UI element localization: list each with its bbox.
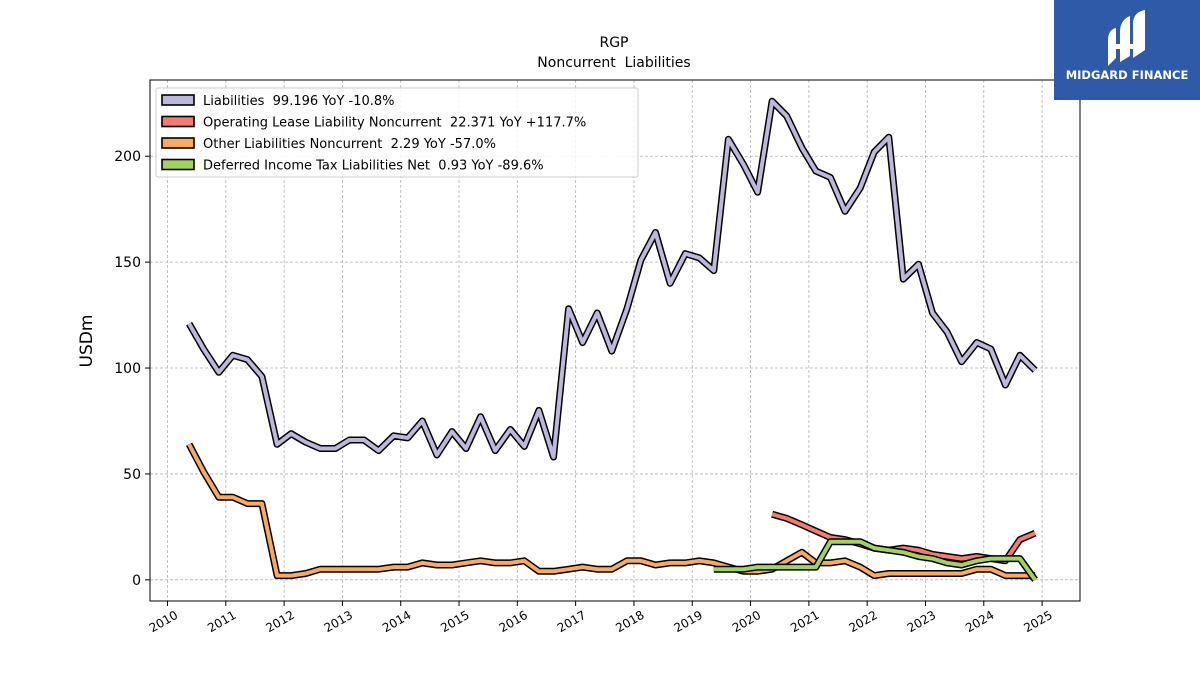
x-tick-label: 2022 [846,608,879,635]
y-tick-label: 0 [132,573,141,589]
x-tick-label: 2015 [438,608,471,635]
legend-label: Operating Lease Liability Noncurrent 22.… [203,116,586,131]
legend-box [155,87,639,178]
x-tick-label: 2024 [963,608,996,635]
y-tick-label: 200 [114,149,141,165]
x-tick-label: 2010 [147,608,180,635]
x-tick-label: 2023 [905,608,938,635]
legend-label: Other Liabilities Noncurrent 2.29 YoY -5… [203,137,496,152]
y-tick-label: 50 [123,467,141,483]
chart-subtitle: Noncurrent Liabilities [537,55,690,71]
y-axis-label: USDm [77,315,97,368]
x-tick-label: 2012 [263,608,296,635]
brand-logo: MIDGARD FINANCE [1054,0,1200,100]
legend-swatch [161,115,195,128]
series-line-other-liabilities-noncurrent [187,443,1036,578]
series-lines [186,97,1038,582]
series-line-deferred-income-tax-liabilities-net [713,539,1037,581]
x-tick-label: 2016 [497,608,530,635]
legend: Liabilities 99.196 YoY -10.8% Operating L… [155,87,639,178]
series-line-liabilities [187,99,1037,459]
brand-logo-text: MIDGARD FINANCE [1065,68,1189,82]
x-tick-label: 2011 [205,608,238,635]
x-tick-label: 2014 [380,608,413,635]
legend-label: Deferred Income Tax Liabilities Net 0.93… [203,159,544,174]
y-tick-label: 150 [114,255,141,271]
legend-label: Liabilities 99.196 YoY -10.8% [203,94,395,109]
legend-swatch [161,137,195,149]
legend-swatch [161,94,195,106]
x-tick-label: 2020 [730,608,763,635]
x-tick-label: 2025 [1021,608,1054,635]
x-tick-label: 2019 [672,608,705,635]
x-tick-label: 2021 [788,608,821,635]
x-tick-label: 2018 [613,608,646,635]
chart-title: RGP [599,35,628,51]
axes: 2010 2011 2012 2013 2014 2015 2016 2017 2018 2019… [114,149,1055,635]
midgard-logo-icon [1108,10,1145,66]
y-tick-label: 100 [114,361,141,377]
x-tick-label: 2013 [322,608,355,635]
legend-swatch [161,158,195,171]
plot-frame [149,79,1081,602]
x-tick-label: 2017 [555,608,588,635]
